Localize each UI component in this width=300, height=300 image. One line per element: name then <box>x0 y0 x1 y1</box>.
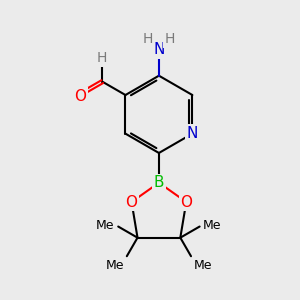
Text: Me: Me <box>194 259 212 272</box>
Text: Me: Me <box>96 218 115 232</box>
Text: N: N <box>153 42 165 57</box>
Text: O: O <box>126 194 138 209</box>
Text: Me: Me <box>105 259 124 272</box>
Text: Me: Me <box>203 218 222 232</box>
Text: H: H <box>97 51 107 65</box>
Text: O: O <box>74 89 86 104</box>
Text: B: B <box>154 175 164 190</box>
Text: H: H <box>165 32 175 46</box>
Text: N: N <box>187 126 198 141</box>
Text: O: O <box>180 194 192 209</box>
Text: H: H <box>142 32 153 46</box>
